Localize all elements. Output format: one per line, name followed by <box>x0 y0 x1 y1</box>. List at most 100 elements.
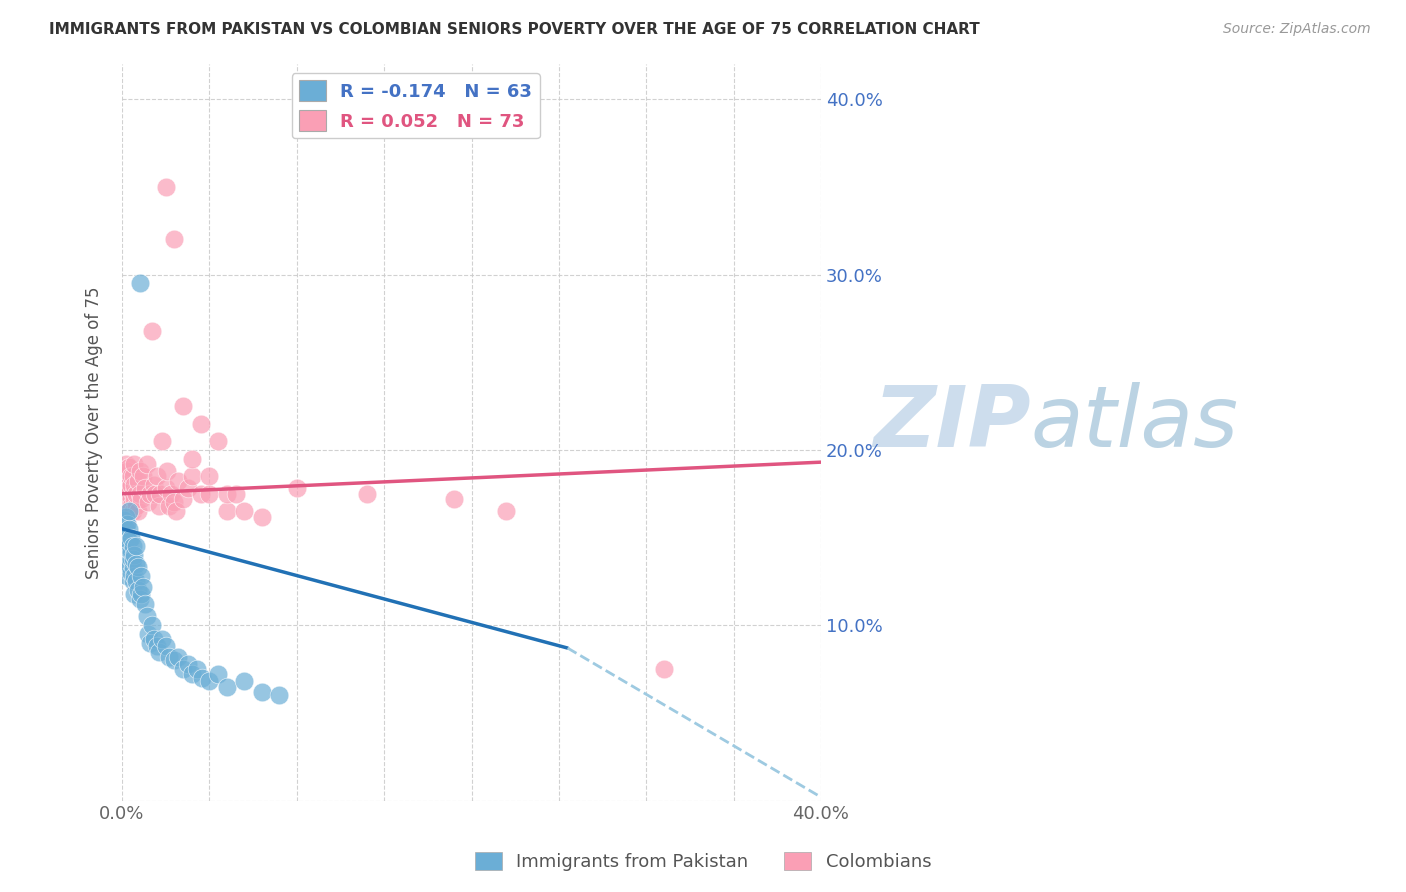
Point <box>120 544 142 558</box>
Point <box>114 557 136 571</box>
Point <box>112 522 135 536</box>
Point <box>134 482 156 496</box>
Point <box>132 469 155 483</box>
Point <box>129 569 152 583</box>
Point <box>112 513 135 527</box>
Point <box>124 548 146 562</box>
Point <box>142 478 165 492</box>
Point <box>112 486 135 500</box>
Point <box>120 478 142 492</box>
Point <box>207 667 229 681</box>
Point <box>114 534 136 549</box>
Point <box>157 649 180 664</box>
Point <box>114 491 136 506</box>
Point <box>124 457 146 471</box>
Point <box>128 591 150 606</box>
Point <box>148 644 170 658</box>
Point <box>150 434 173 449</box>
Point <box>172 662 194 676</box>
Point <box>215 504 238 518</box>
Point <box>112 534 135 549</box>
Point <box>139 636 162 650</box>
Point <box>127 504 149 518</box>
Point <box>127 583 149 598</box>
Legend: Immigrants from Pakistan, Colombians: Immigrants from Pakistan, Colombians <box>467 845 939 879</box>
Point <box>181 469 204 483</box>
Point <box>120 469 142 483</box>
Point <box>172 491 194 506</box>
Point <box>143 486 166 500</box>
Point <box>163 495 186 509</box>
Point <box>215 486 238 500</box>
Point <box>146 640 169 654</box>
Point <box>269 689 291 703</box>
Point <box>118 482 141 496</box>
Point <box>177 482 200 496</box>
Point <box>250 509 273 524</box>
Point <box>135 457 157 471</box>
Point <box>117 531 139 545</box>
Point <box>356 486 378 500</box>
Point <box>124 491 146 506</box>
Point <box>132 580 155 594</box>
Point <box>148 499 170 513</box>
Point <box>121 560 143 574</box>
Point <box>114 482 136 496</box>
Point <box>128 277 150 291</box>
Point <box>120 566 142 580</box>
Point <box>149 486 172 500</box>
Y-axis label: Seniors Poverty Over the Age of 75: Seniors Poverty Over the Age of 75 <box>86 286 103 579</box>
Point <box>155 482 177 496</box>
Point <box>128 464 150 478</box>
Point <box>125 486 148 500</box>
Point <box>120 551 142 566</box>
Point <box>121 486 143 500</box>
Point <box>120 491 142 506</box>
Text: atlas: atlas <box>1031 382 1239 465</box>
Text: IMMIGRANTS FROM PAKISTAN VS COLOMBIAN SENIORS POVERTY OVER THE AGE OF 75 CORRELA: IMMIGRANTS FROM PAKISTAN VS COLOMBIAN SE… <box>49 22 980 37</box>
Point <box>112 544 135 558</box>
Point <box>225 486 247 500</box>
Point <box>121 504 143 518</box>
Point <box>121 539 143 553</box>
Point <box>142 632 165 647</box>
Point <box>215 680 238 694</box>
Point <box>136 627 159 641</box>
Point <box>285 482 308 496</box>
Point <box>128 486 150 500</box>
Point <box>124 569 146 583</box>
Point <box>112 469 135 483</box>
Point <box>136 495 159 509</box>
Legend: R = -0.174   N = 63, R = 0.052   N = 73: R = -0.174 N = 63, R = 0.052 N = 73 <box>291 73 540 138</box>
Point <box>155 179 177 194</box>
Point <box>198 469 221 483</box>
Point <box>117 513 139 527</box>
Point <box>129 491 152 506</box>
Point <box>114 509 136 524</box>
Point <box>121 469 143 483</box>
Point <box>117 569 139 583</box>
Point <box>139 486 162 500</box>
Point <box>233 674 256 689</box>
Point <box>163 653 186 667</box>
Point <box>117 475 139 489</box>
Point <box>186 662 208 676</box>
Point <box>117 495 139 509</box>
Point <box>118 486 141 500</box>
Point <box>114 504 136 518</box>
Point <box>141 324 163 338</box>
Point <box>233 504 256 518</box>
Point <box>134 597 156 611</box>
Point <box>117 464 139 478</box>
Point <box>198 674 221 689</box>
Text: ZIP: ZIP <box>873 382 1031 465</box>
Point <box>118 460 141 475</box>
Point <box>157 499 180 513</box>
Point <box>118 504 141 518</box>
Point <box>117 516 139 531</box>
Point <box>114 457 136 471</box>
Point <box>160 486 183 500</box>
Point <box>114 522 136 536</box>
Point <box>155 640 177 654</box>
Point <box>124 478 146 492</box>
